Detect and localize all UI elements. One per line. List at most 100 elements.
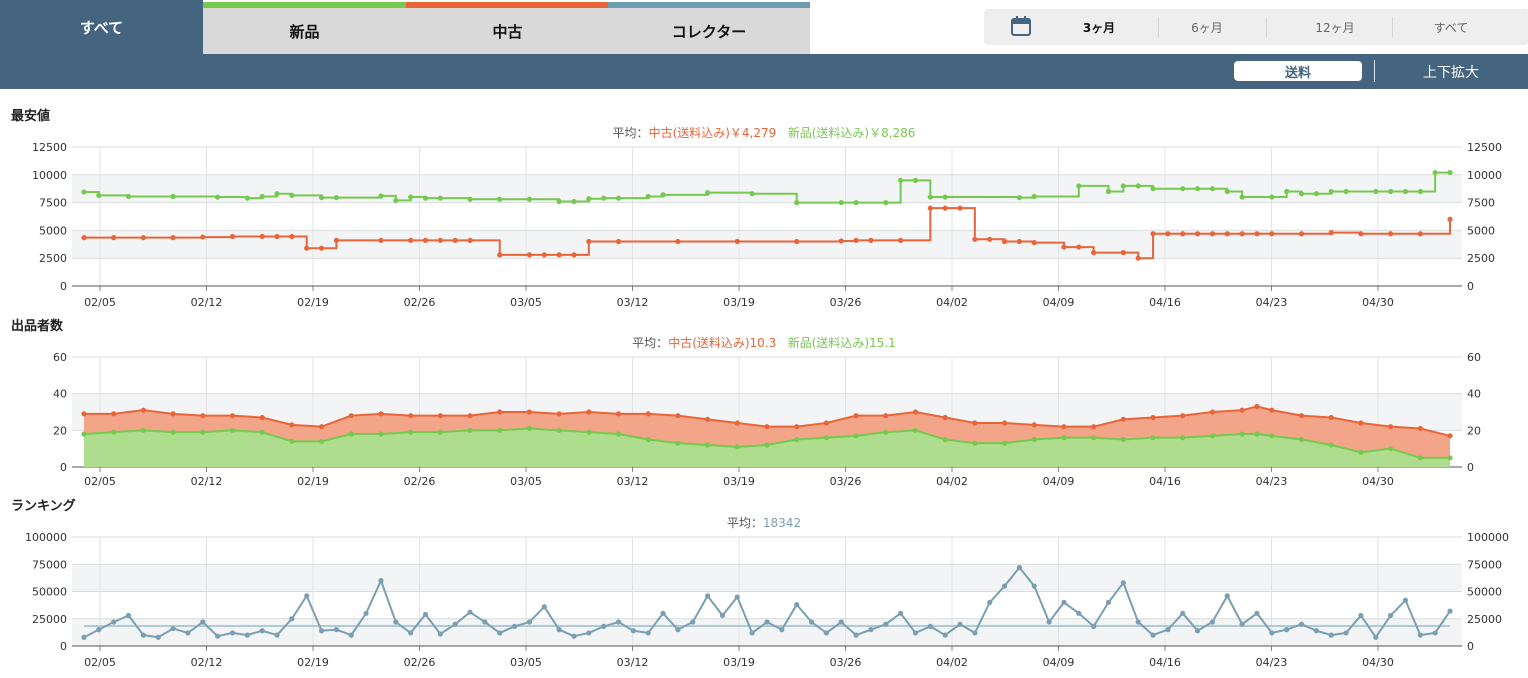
used-point <box>437 237 443 244</box>
tab-all-label: すべて <box>79 18 124 37</box>
new-point <box>497 427 503 433</box>
y-tick-label-left: 0 <box>60 280 67 293</box>
plot-band <box>72 357 1462 394</box>
new-point <box>1091 435 1097 441</box>
used-point <box>1091 250 1097 256</box>
period-12m-button[interactable]: 12ヶ月 <box>1315 20 1355 35</box>
used-point <box>1001 238 1008 245</box>
rank-point <box>437 631 443 637</box>
tab-used[interactable]: 中古 <box>406 2 609 54</box>
used-point <box>452 237 458 244</box>
used-point <box>942 414 948 421</box>
period-3m-button[interactable]: 3ヶ月 <box>1082 20 1116 35</box>
y-tick-label-left: 2500 <box>39 252 67 265</box>
used-point <box>1209 409 1216 415</box>
new-point <box>1358 449 1364 455</box>
new-point <box>140 427 146 433</box>
new-point <box>571 198 577 205</box>
y-tick-label-left: 25000 <box>32 613 67 626</box>
new-point <box>467 427 473 433</box>
plot-band <box>72 202 1462 231</box>
rank-point <box>452 621 458 627</box>
new-point <box>215 194 221 200</box>
used-point <box>289 422 295 428</box>
used-point <box>853 237 859 244</box>
tab-collector[interactable]: コレクター <box>608 2 810 54</box>
rank-point <box>645 630 651 636</box>
used-point <box>705 416 711 422</box>
rank-point <box>378 578 384 584</box>
period-divider <box>1266 17 1267 37</box>
rank-point <box>1031 583 1037 589</box>
used-point <box>259 414 265 421</box>
tab-all[interactable]: すべて <box>0 0 203 54</box>
used-point <box>1239 231 1245 237</box>
rank-point <box>1105 599 1112 605</box>
y-tick-label-right: 0 <box>1467 461 1474 474</box>
new-point <box>1373 188 1379 195</box>
period-6m-button[interactable]: 6ヶ月 <box>1191 20 1223 35</box>
used-point <box>1180 231 1186 237</box>
used-point <box>1358 420 1364 426</box>
new-area <box>84 428 1450 467</box>
x-tick-label: 03/26 <box>830 296 862 309</box>
used-point <box>541 252 547 258</box>
new-point <box>764 442 770 448</box>
used-point <box>1150 414 1156 421</box>
new-point <box>838 200 844 206</box>
calendar-icon[interactable] <box>1010 15 1032 41</box>
new-point <box>1269 433 1275 439</box>
used-point <box>1269 231 1275 237</box>
used-point <box>1001 420 1008 426</box>
used-point <box>794 238 800 245</box>
tab-collector-label: コレクター <box>671 22 747 41</box>
used-point <box>437 413 443 419</box>
new-point <box>794 200 800 206</box>
new-point <box>1402 188 1409 195</box>
rank-point <box>1091 623 1097 629</box>
tab-new[interactable]: 新品 <box>203 2 406 54</box>
new-point <box>467 196 473 202</box>
new-point <box>794 436 800 443</box>
new-point <box>823 435 829 441</box>
rank-point <box>318 628 325 634</box>
tab-new-label: 新品 <box>289 22 320 41</box>
toolbar: 送料 上下拡大 <box>0 54 1528 89</box>
used-point <box>794 424 800 430</box>
plot-band <box>72 258 1462 286</box>
new-point <box>615 431 622 437</box>
rank-point <box>408 630 414 636</box>
vertical-zoom-button[interactable]: 上下拡大 <box>1423 64 1479 81</box>
new-point <box>1076 183 1082 189</box>
x-tick-label: 04/16 <box>1149 656 1181 669</box>
used-point <box>1016 238 1023 245</box>
new-point <box>1313 191 1319 197</box>
used-point <box>408 413 414 419</box>
rank-point <box>111 619 117 625</box>
used-point <box>586 238 592 245</box>
shipping-toggle-button[interactable]: 送料 <box>1234 61 1362 81</box>
rank-point <box>81 634 87 640</box>
new-point <box>972 440 978 446</box>
x-tick-label: 02/05 <box>84 475 116 488</box>
x-tick-label: 03/19 <box>723 475 755 488</box>
new-point <box>942 194 948 200</box>
new-point <box>645 436 651 443</box>
rank-point <box>1150 632 1156 638</box>
new-point <box>1343 188 1349 195</box>
rank-point <box>1298 621 1305 627</box>
rank-point <box>1373 634 1379 640</box>
rank-point <box>363 610 369 616</box>
new-point <box>1016 194 1023 201</box>
y-tick-label-left: 12500 <box>32 141 67 154</box>
new-point <box>1209 186 1216 192</box>
rank-point <box>779 627 785 633</box>
new-point <box>408 194 414 200</box>
used-point <box>675 413 681 419</box>
period-all-button[interactable]: すべて <box>1433 20 1469 35</box>
used-point <box>111 235 117 241</box>
rank-point <box>526 619 533 625</box>
used-point <box>1031 422 1037 428</box>
x-tick-label: 03/19 <box>723 296 755 309</box>
used-point <box>1135 255 1141 261</box>
